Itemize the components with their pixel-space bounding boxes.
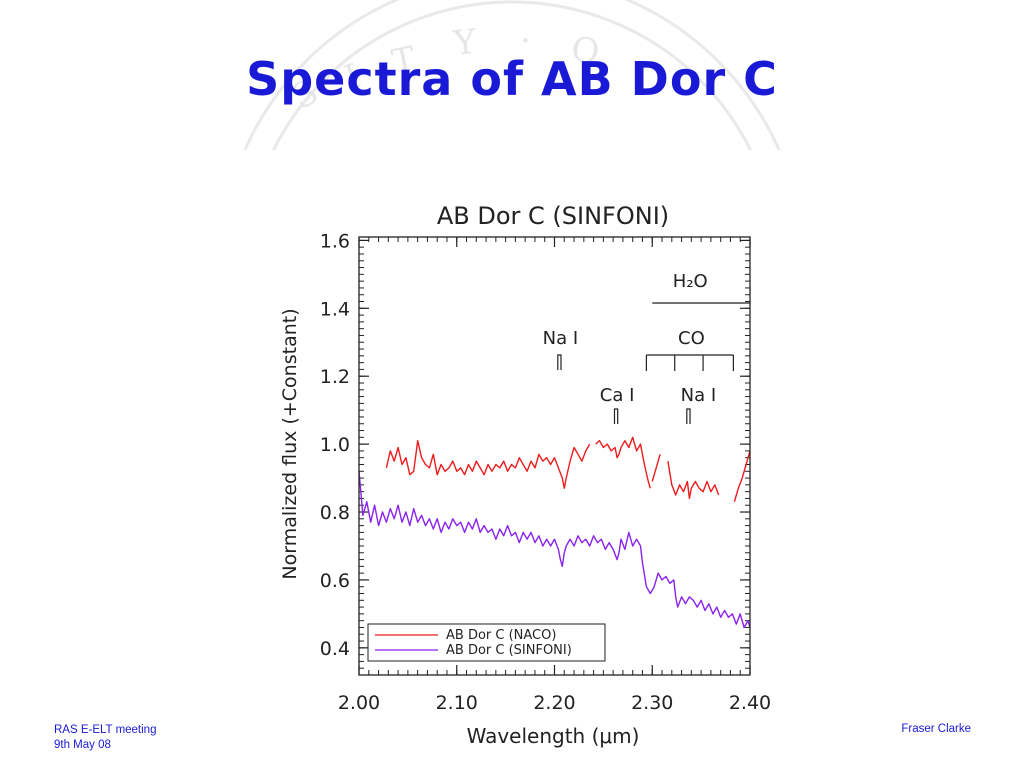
x-tick-label: 2.20	[533, 692, 575, 714]
na-i-right-marker	[686, 408, 691, 424]
naco-spectrum-segment	[733, 450, 751, 502]
slide-title: Spectra of AB Dor C	[246, 52, 778, 106]
footer-meeting-date: 9th May 08	[54, 739, 111, 751]
y-tick-label: 1.0	[320, 434, 350, 456]
h2o-label: H₂O	[673, 271, 708, 292]
x-tick-label: 2.00	[338, 692, 380, 714]
footer-meeting-info: RAS E-ELT meeting 9th May 08	[54, 723, 156, 753]
chart-title: AB Dor C (SINFONI)	[437, 202, 669, 230]
footer-meeting-name: RAS E-ELT meeting	[54, 724, 157, 736]
y-tick-label: 1.4	[320, 298, 350, 320]
axis-ticks: 2.00 2.10 2.20 2.30 2.40 0.4 0.6 0.8 1.0 1.2 1.4 1.…	[320, 230, 771, 714]
line-annotations: Na I Ca I Na I CO H₂O	[543, 271, 750, 424]
naco-spectrum-segment	[385, 440, 591, 489]
y-tick-label: 0.6	[320, 570, 350, 592]
na-i-right-label: Na I	[681, 385, 717, 406]
chart-panel: AB Dor C (SINFONI) Normalized flux (+Con…	[213, 150, 810, 752]
y-axis-label: Normalized flux (+Constant)	[279, 308, 301, 579]
legend-box	[367, 623, 606, 662]
y-tick-label: 1.6	[320, 230, 350, 252]
legend-label-naco: AB Dor C (NACO)	[446, 628, 556, 643]
naco-spectrum-segment	[595, 436, 651, 489]
series-lines	[358, 436, 751, 629]
footer-author: Fraser Clarke	[901, 723, 971, 735]
na-i-left-marker	[557, 354, 562, 370]
na-i-left-label: Na I	[543, 328, 579, 349]
x-tick-label: 2.30	[631, 692, 673, 714]
ca-i-marker	[613, 408, 619, 424]
y-tick-label: 1.2	[320, 366, 350, 388]
y-tick-label: 0.8	[320, 502, 350, 524]
naco-spectrum-segment	[651, 454, 661, 482]
plot-frame	[358, 236, 751, 676]
legend-label-sinfoni: AB Dor C (SINFONI)	[446, 643, 572, 658]
x-axis-label: Wavelength (μm)	[467, 724, 640, 748]
sinfoni-spectrum-segment	[358, 471, 751, 629]
y-tick-label: 0.4	[320, 638, 350, 660]
x-tick-label: 2.10	[436, 692, 478, 714]
spectra-chart: AB Dor C (SINFONI) Normalized flux (+Con…	[279, 202, 771, 748]
ca-i-label: Ca I	[600, 385, 635, 406]
naco-spectrum-segment	[667, 460, 720, 500]
legend: AB Dor C (NACO) AB Dor C (SINFONI)	[367, 623, 606, 662]
x-tick-label: 2.40	[729, 692, 771, 714]
co-label: CO	[678, 328, 705, 349]
